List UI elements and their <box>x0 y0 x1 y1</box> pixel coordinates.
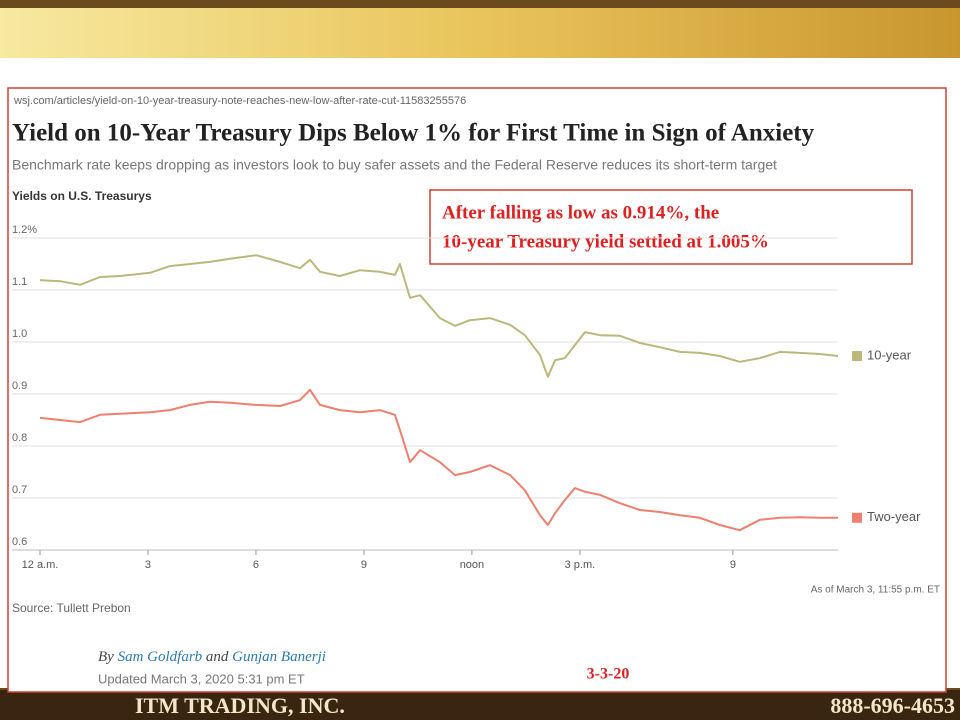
byline-joiner: and <box>206 649 229 665</box>
x-tick-label: 9 <box>730 559 736 571</box>
legend-label: 10-year <box>867 347 912 362</box>
author-link[interactable]: Sam Goldfarb <box>118 649 203 665</box>
plot: 0.6 0.7 0.8 0.9 1.0 1.1 1.2% 12 a.m. 3 6 9 noon 3 p.… <box>12 224 921 571</box>
y-tick-label: 0.8 <box>12 432 27 444</box>
phone: 888-696-4653 <box>830 693 955 718</box>
date-note: 3-3-20 <box>587 666 630 683</box>
company: ITM TRADING, INC. <box>135 693 345 718</box>
gold-band <box>0 8 960 58</box>
annotation-line: 10-year Treasury yield settled at 1.005% <box>442 231 769 252</box>
byline: By Sam Goldfarb and Gunjan Banerji <box>98 649 326 665</box>
y-tick-label: 0.9 <box>12 380 27 392</box>
annotation-line: After falling as low as 0.914%, the <box>442 202 719 223</box>
legend-swatch <box>852 351 862 362</box>
subtitle: Benchmark rate keeps dropping as investo… <box>12 157 777 173</box>
x-tick-label: 3 <box>145 559 151 571</box>
screenshot-frame <box>7 87 947 693</box>
annotation-box <box>429 189 913 265</box>
series-line <box>39 254 839 378</box>
chart-label: Yields on U.S. Treasurys <box>12 189 152 203</box>
url: wsj.com/articles/yield-on-10-year-treasu… <box>13 95 466 107</box>
headline: Yield on 10-Year Treasury Dips Below 1% … <box>12 120 815 147</box>
x-tick-label: 6 <box>253 559 259 571</box>
source: Source: Tullett Prebon <box>12 601 131 615</box>
legend-swatch <box>852 512 862 523</box>
y-tick-label: 0.7 <box>12 484 27 496</box>
y-tick-label: 1.0 <box>12 328 27 340</box>
author-link[interactable]: Gunjan Banerji <box>232 649 326 665</box>
as-of: As of March 3, 11:55 p.m. ET <box>811 585 940 596</box>
x-tick-label: 9 <box>361 559 367 571</box>
x-tick-label: 12 a.m. <box>22 559 59 571</box>
byline-prefix: By <box>98 649 114 665</box>
y-tick-label: 1.2% <box>12 224 37 236</box>
updated: Updated March 3, 2020 5:31 pm ET <box>98 671 305 686</box>
y-tick-label: 0.6 <box>12 536 27 548</box>
x-tick-label: 3 p.m. <box>565 559 596 571</box>
series-line <box>39 388 838 532</box>
y-tick-label: 1.1 <box>12 276 27 288</box>
legend-label: Two-year <box>867 509 921 524</box>
footer-bar <box>0 690 960 720</box>
x-tick-label: noon <box>460 559 484 571</box>
